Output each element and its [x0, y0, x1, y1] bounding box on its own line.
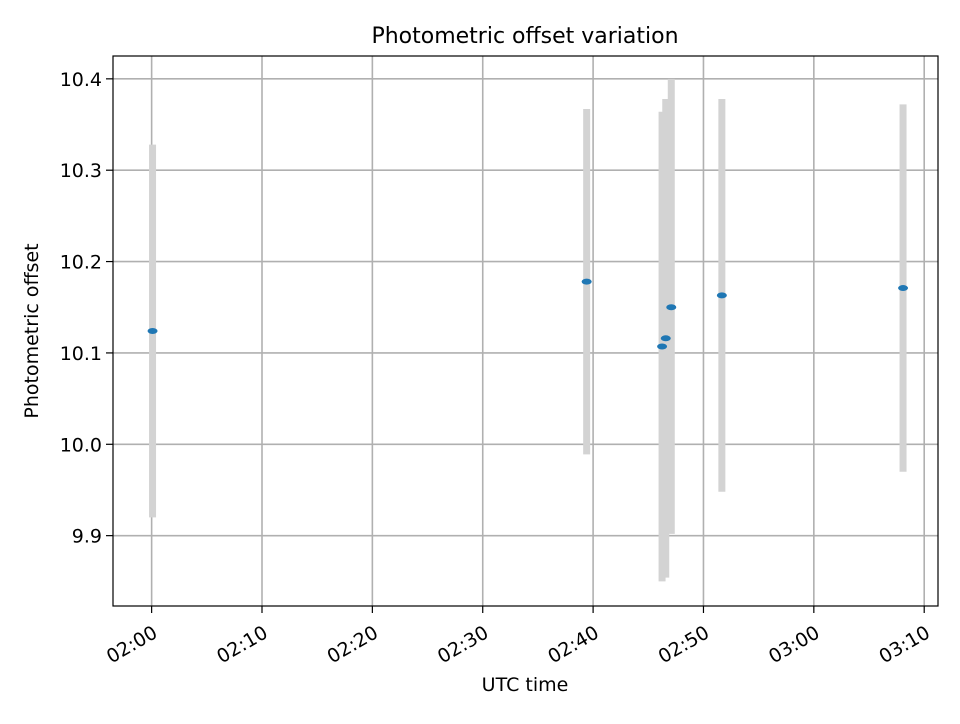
y-tick-label: 10.3 [60, 160, 102, 182]
data-point [660, 335, 671, 342]
y-tick-label: 10.2 [60, 252, 102, 274]
y-tick-label: 9.9 [72, 526, 102, 548]
y-tick-label: 10.1 [60, 343, 102, 365]
data-point [898, 285, 909, 292]
y-axis-label: Photometric offset [21, 243, 43, 418]
data-point [657, 343, 668, 350]
chart-title: Photometric offset variation [371, 24, 678, 49]
data-point [666, 304, 677, 311]
plot-frame [112, 55, 939, 607]
data-points [147, 278, 909, 350]
x-axis-label: UTC time [482, 674, 569, 696]
y-tick-label: 10.0 [60, 434, 102, 456]
y-axis-ticks: 9.9 10.0 10.1 10.2 10.3 10.4 [60, 69, 113, 548]
data-point [147, 328, 158, 334]
y-tick-label: 10.4 [60, 69, 102, 91]
grid [113, 56, 938, 606]
data-point [581, 278, 592, 285]
data-point [716, 292, 727, 299]
